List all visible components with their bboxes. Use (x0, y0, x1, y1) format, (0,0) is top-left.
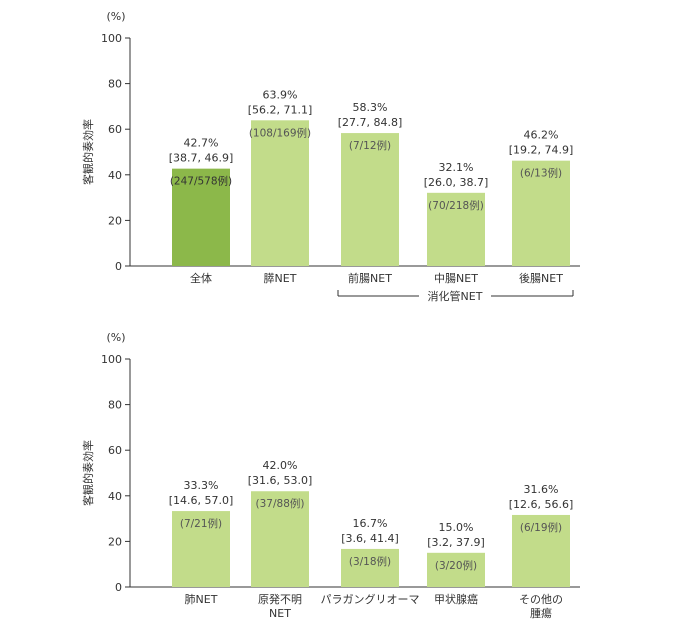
bar-value-label: 31.6% (524, 483, 559, 496)
group-label: 消化管NET (428, 289, 483, 303)
x-tick-label: 前腸NET (348, 271, 392, 285)
x-tick-label: 膵NET (264, 272, 297, 285)
bar-n-label: (7/12例) (349, 139, 391, 152)
bar-ci-label: [27.7, 84.8] (338, 116, 403, 129)
bar-ci-label: [14.6, 57.0] (169, 494, 234, 507)
bar-value-label: 16.7% (353, 517, 388, 530)
x-tick-label: 後腸NET (519, 271, 563, 285)
bar-ci-label: [38.7, 46.9] (169, 152, 234, 165)
x-tick-label: 腫瘍 (530, 606, 552, 620)
bar-ci-label: [56.2, 71.1] (248, 103, 313, 116)
bar-value-label: 46.2% (524, 129, 559, 142)
x-tick-label: 甲状腺癌 (434, 592, 478, 606)
x-tick-label: パラガングリオーマ (321, 592, 420, 606)
y-tick-label: 20 (108, 535, 122, 548)
bar (251, 491, 309, 587)
bar-ci-label: [3.2, 37.9] (427, 536, 485, 549)
y-tick-label: 20 (108, 214, 122, 227)
y-axis-title: 客観的奏効率 (81, 119, 95, 185)
bar (251, 120, 309, 266)
y-tick-label: 0 (115, 260, 122, 273)
bar-value-label: 58.3% (353, 101, 388, 114)
y-tick-label: 100 (101, 353, 122, 366)
bar (341, 133, 399, 266)
bar-n-label: (247/578例) (170, 175, 232, 188)
unit-label: (%) (106, 331, 125, 344)
y-tick-label: 0 (115, 581, 122, 594)
bar (172, 511, 230, 587)
bar-ci-label: [19.2, 74.9] (509, 144, 574, 157)
bar-value-label: 63.9% (263, 88, 298, 101)
y-tick-label: 40 (108, 490, 122, 503)
bar-n-label: (70/218例) (428, 199, 484, 212)
y-tick-label: 40 (108, 169, 122, 182)
x-tick-label: 原発不明 (258, 592, 302, 606)
unit-label: (%) (106, 10, 125, 23)
bar-value-label: 32.1% (439, 161, 474, 174)
bar (341, 548, 399, 587)
bar-n-label: (3/20例) (435, 559, 477, 572)
y-axis-title: 客観的奏効率 (81, 440, 95, 506)
y-tick-label: 60 (108, 444, 122, 457)
y-tick-label: 80 (108, 78, 122, 91)
y-tick-label: 60 (108, 123, 122, 136)
bar-ci-label: [26.0, 38.7] (424, 176, 489, 189)
bar-n-label: (6/19例) (520, 521, 562, 534)
x-tick-label: 肺NET (185, 593, 218, 606)
x-tick-label: 全体 (190, 271, 212, 285)
x-tick-label: 中腸NET (434, 272, 478, 285)
y-tick-label: 80 (108, 399, 122, 412)
bar-ci-label: [31.6, 53.0] (248, 474, 313, 487)
y-tick-label: 100 (101, 32, 122, 45)
bar-value-label: 42.0% (263, 459, 298, 472)
bar-n-label: (37/88例) (256, 497, 305, 510)
bar-value-label: 42.7% (184, 137, 219, 150)
bar-n-label: (3/18例) (349, 555, 391, 568)
bar (427, 192, 485, 266)
bar (512, 514, 570, 587)
bar-n-label: (6/13例) (520, 167, 562, 180)
bar-ci-label: [3.6, 41.4] (341, 532, 399, 545)
bar-value-label: 33.3% (184, 479, 219, 492)
x-tick-label: その他の (519, 593, 563, 606)
bar-n-label: (7/21例) (180, 517, 222, 530)
bar (427, 552, 485, 587)
bar-n-label: (108/169例) (249, 126, 311, 139)
x-tick-label: NET (269, 607, 291, 620)
bar (512, 160, 570, 266)
bar-value-label: 15.0% (439, 521, 474, 534)
bar (172, 168, 230, 266)
bar-ci-label: [12.6, 56.6] (509, 498, 574, 511)
